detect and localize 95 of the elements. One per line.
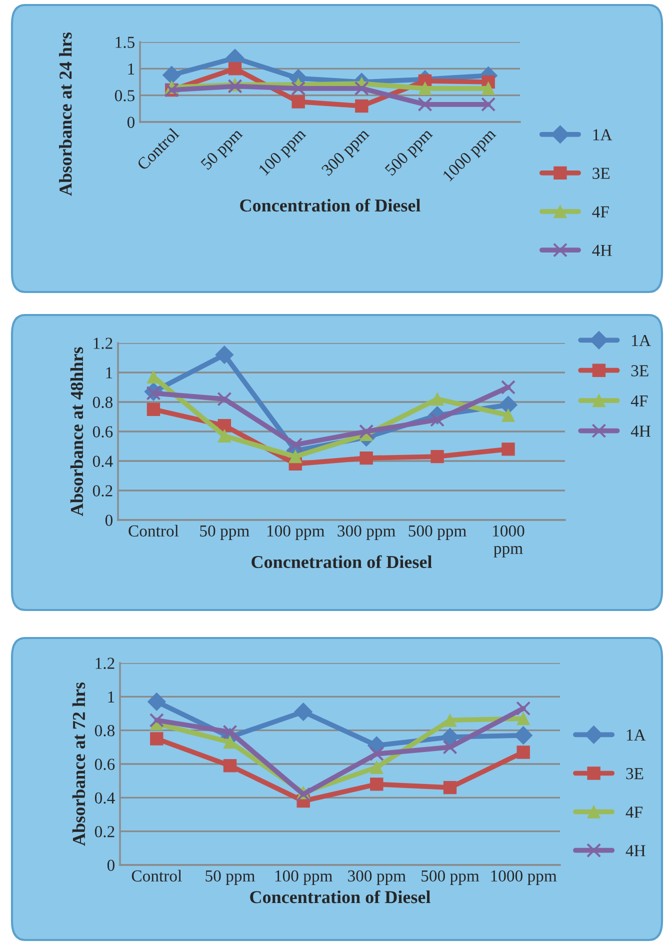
x-tick-label: 300 ppm — [348, 870, 406, 885]
point — [370, 778, 384, 791]
point — [223, 759, 237, 772]
y-tick-label: 0.5 — [114, 90, 134, 102]
y-tick-label: 0.4 — [94, 792, 115, 804]
point — [222, 724, 238, 740]
point — [418, 82, 432, 95]
point — [516, 701, 531, 716]
point — [430, 412, 445, 427]
legend-label: 4H — [626, 845, 646, 856]
point — [499, 396, 518, 414]
point — [514, 726, 533, 745]
point — [215, 346, 234, 364]
point — [228, 62, 242, 76]
point — [369, 746, 384, 762]
point — [291, 81, 306, 96]
legend-label: 4F — [630, 395, 648, 406]
x-tick-label: 1000 ppm — [491, 870, 557, 885]
x-tick-label: 50 ppm — [200, 127, 246, 173]
y-tick-label: 1.5 — [116, 36, 134, 48]
x-tick-label: Control — [132, 870, 182, 882]
y-tick-label: 0.8 — [92, 396, 113, 408]
point — [292, 95, 305, 108]
y-tick-label: 0.2 — [92, 485, 112, 497]
y-tick-label: 1 — [128, 63, 134, 74]
point — [355, 99, 368, 113]
legend-label: 1A — [626, 730, 646, 741]
point — [500, 380, 516, 395]
point — [370, 760, 384, 774]
point — [482, 82, 495, 95]
x-tick-label: 1000 ppm — [493, 525, 524, 558]
y-axis-title: Absorbance at 48hhrs — [70, 347, 84, 516]
point — [223, 736, 237, 749]
legend-label: 4H — [592, 244, 612, 256]
y-tick-label: 0.2 — [94, 826, 114, 838]
y-axis-title: Absorbance at 24 hrs — [59, 32, 72, 196]
legend-label: 1A — [632, 334, 651, 346]
point — [354, 81, 369, 96]
x-tick-label: 500 ppm — [422, 870, 480, 885]
point — [516, 712, 530, 726]
x-axis-title: Concentration of Diesel — [240, 198, 420, 212]
legend-label: 3E — [626, 768, 644, 780]
y-tick-label: 1 — [108, 691, 114, 702]
point — [218, 429, 232, 443]
x-tick-label: 300 ppm — [320, 127, 372, 179]
point — [443, 714, 457, 727]
point — [443, 780, 457, 794]
point — [150, 732, 164, 746]
x-tick-label: 500 ppm — [408, 525, 466, 540]
point — [360, 451, 373, 465]
x-tick-label: 300 ppm — [338, 525, 396, 540]
legend-label: 1A — [593, 129, 612, 140]
y-tick-label: 0.4 — [92, 456, 113, 468]
legend-label: 4F — [626, 806, 642, 818]
y-tick-label: 0.8 — [94, 725, 115, 736]
y-tick-label: 0.6 — [92, 426, 113, 438]
point — [162, 66, 181, 84]
y-tick-label: 1 — [106, 367, 112, 378]
x-tick-label: 50 ppm — [200, 525, 250, 540]
y-tick-label: 0 — [127, 116, 135, 128]
x-tick-label: 100 ppm — [258, 127, 309, 178]
point — [481, 97, 496, 112]
y-tick-label: 1.2 — [94, 338, 112, 350]
y-tick-label: 0.6 — [94, 758, 115, 770]
legend-label: 3E — [631, 365, 648, 376]
x-tick-label: 50 ppm — [206, 870, 255, 885]
y-tick-label: 0 — [105, 514, 113, 526]
point — [296, 787, 311, 802]
point — [146, 402, 160, 416]
point — [149, 712, 164, 728]
point — [502, 442, 515, 456]
x-tick-label: Control — [128, 524, 179, 537]
point — [502, 408, 515, 422]
x-tick-label: 100 ppm — [267, 525, 325, 540]
y-tick-label: 1.2 — [96, 658, 114, 670]
point — [294, 702, 313, 722]
point — [430, 392, 444, 406]
point — [418, 97, 432, 112]
point — [430, 450, 444, 464]
point — [440, 728, 460, 746]
x-axis-title: Concentration of Diesel — [250, 890, 430, 904]
y-axis-title: Absorbance at 72 hrs — [72, 682, 86, 846]
point — [442, 740, 458, 754]
x-tick-label: 500 ppm — [384, 127, 436, 178]
point — [147, 692, 166, 711]
legend-label: 4F — [592, 206, 609, 218]
point — [516, 746, 530, 759]
point — [288, 437, 303, 452]
point — [288, 450, 302, 464]
point — [217, 392, 232, 406]
x-axis-title: Concnetration of Diesel — [252, 555, 432, 568]
legend-label: 4H — [630, 426, 650, 437]
legend-label: 3E — [592, 168, 610, 179]
x-tick-label: 100 ppm — [275, 870, 332, 885]
y-tick-label: 0 — [107, 860, 115, 871]
